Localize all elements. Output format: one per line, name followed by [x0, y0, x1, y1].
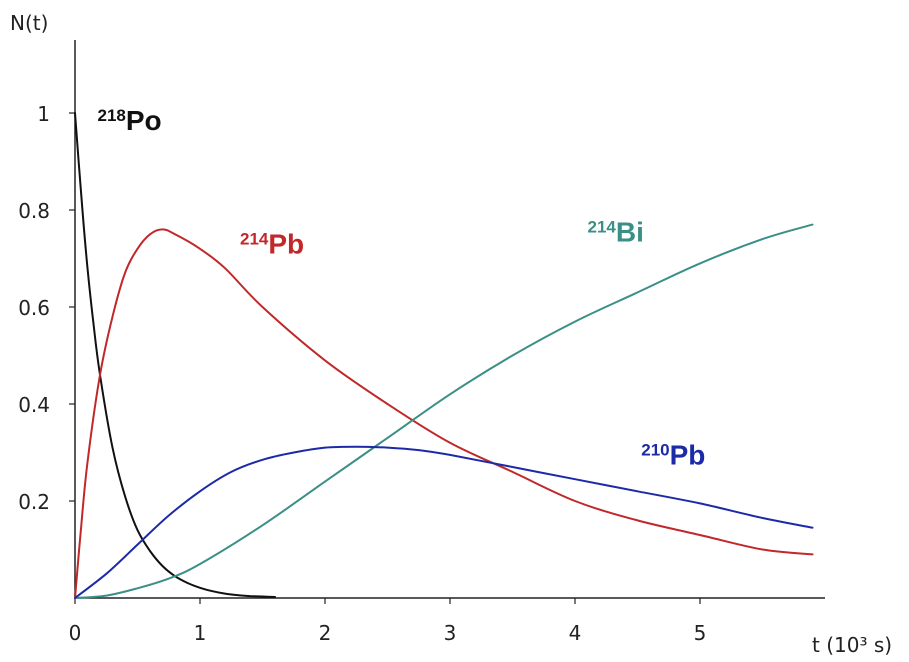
y-tick-label: 0.4 — [18, 393, 50, 417]
curve-label-218Po: 218Po — [98, 105, 162, 136]
y-tick-label: 1 — [37, 102, 50, 126]
x-tick-label: 2 — [319, 621, 332, 645]
series-line-214Bi — [74, 223, 814, 599]
curve-label-210Pb: 210Pb — [641, 440, 705, 471]
y-axis-label: N(t) — [10, 11, 48, 35]
curve-label-214Bi: 214Bi — [588, 217, 644, 248]
axes: 0 1 2 3 4 5 0.2 0.4 0.6 0.8 1 — [18, 40, 825, 645]
curves — [74, 112, 814, 599]
x-tick-label: 4 — [569, 621, 582, 645]
x-tick-label: 3 — [444, 621, 457, 645]
series-line-218Po — [74, 112, 276, 598]
series-line-214Pb — [74, 228, 814, 599]
x-tick-label: 0 — [69, 621, 82, 645]
series-line-210Pb — [74, 445, 814, 599]
x-tick-label: 1 — [194, 621, 207, 645]
x-tick-label: 5 — [694, 621, 707, 645]
y-tick-label: 0.6 — [18, 296, 50, 320]
y-tick-label: 0.8 — [18, 199, 50, 223]
y-tick-label: 0.2 — [18, 490, 50, 514]
x-axis-label: t (10³ s) — [812, 633, 892, 657]
curve-label-214Pb: 214Pb — [240, 229, 304, 260]
curve-labels: 218Po 214Pb 214Bi 210Pb — [98, 105, 706, 471]
